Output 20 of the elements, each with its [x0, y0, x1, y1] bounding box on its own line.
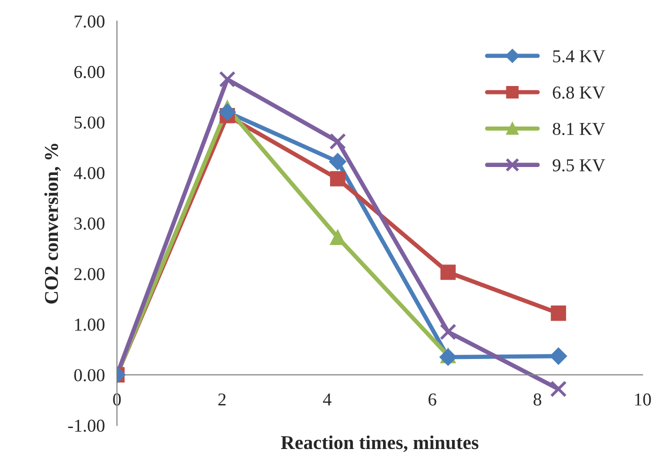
- legend-label: 6.8 KV: [552, 86, 606, 99]
- y-tick-label: 2.00: [74, 268, 104, 280]
- y-tick-label: 6.00: [74, 66, 104, 78]
- y-tick-label: 1.00: [75, 318, 104, 331]
- x-tick-label: 8: [534, 393, 542, 406]
- y-axis-title: CO2 conversion, %: [44, 144, 61, 304]
- y-tick-label: 5.00: [74, 116, 104, 129]
- y-tick-label: 0.00: [74, 369, 104, 382]
- y-tick-label: -1.00: [68, 420, 104, 432]
- y-tick-label: 7.00: [74, 15, 104, 28]
- x-tick-label: 6: [428, 393, 436, 406]
- legend-label: 8.1 KV: [552, 122, 606, 136]
- x-tick-label: 2: [218, 393, 226, 406]
- y-tick-label: 3.00: [74, 218, 104, 230]
- x-axis-title: Reaction times, minutes: [280, 435, 478, 452]
- legend-label: 9.5 KV: [552, 159, 606, 172]
- x-tick-label: 10: [635, 393, 651, 406]
- y-tick-label: 4.00: [74, 166, 104, 180]
- x-tick-label: 4: [323, 394, 332, 406]
- legend-label: 5.4 KV: [553, 50, 606, 62]
